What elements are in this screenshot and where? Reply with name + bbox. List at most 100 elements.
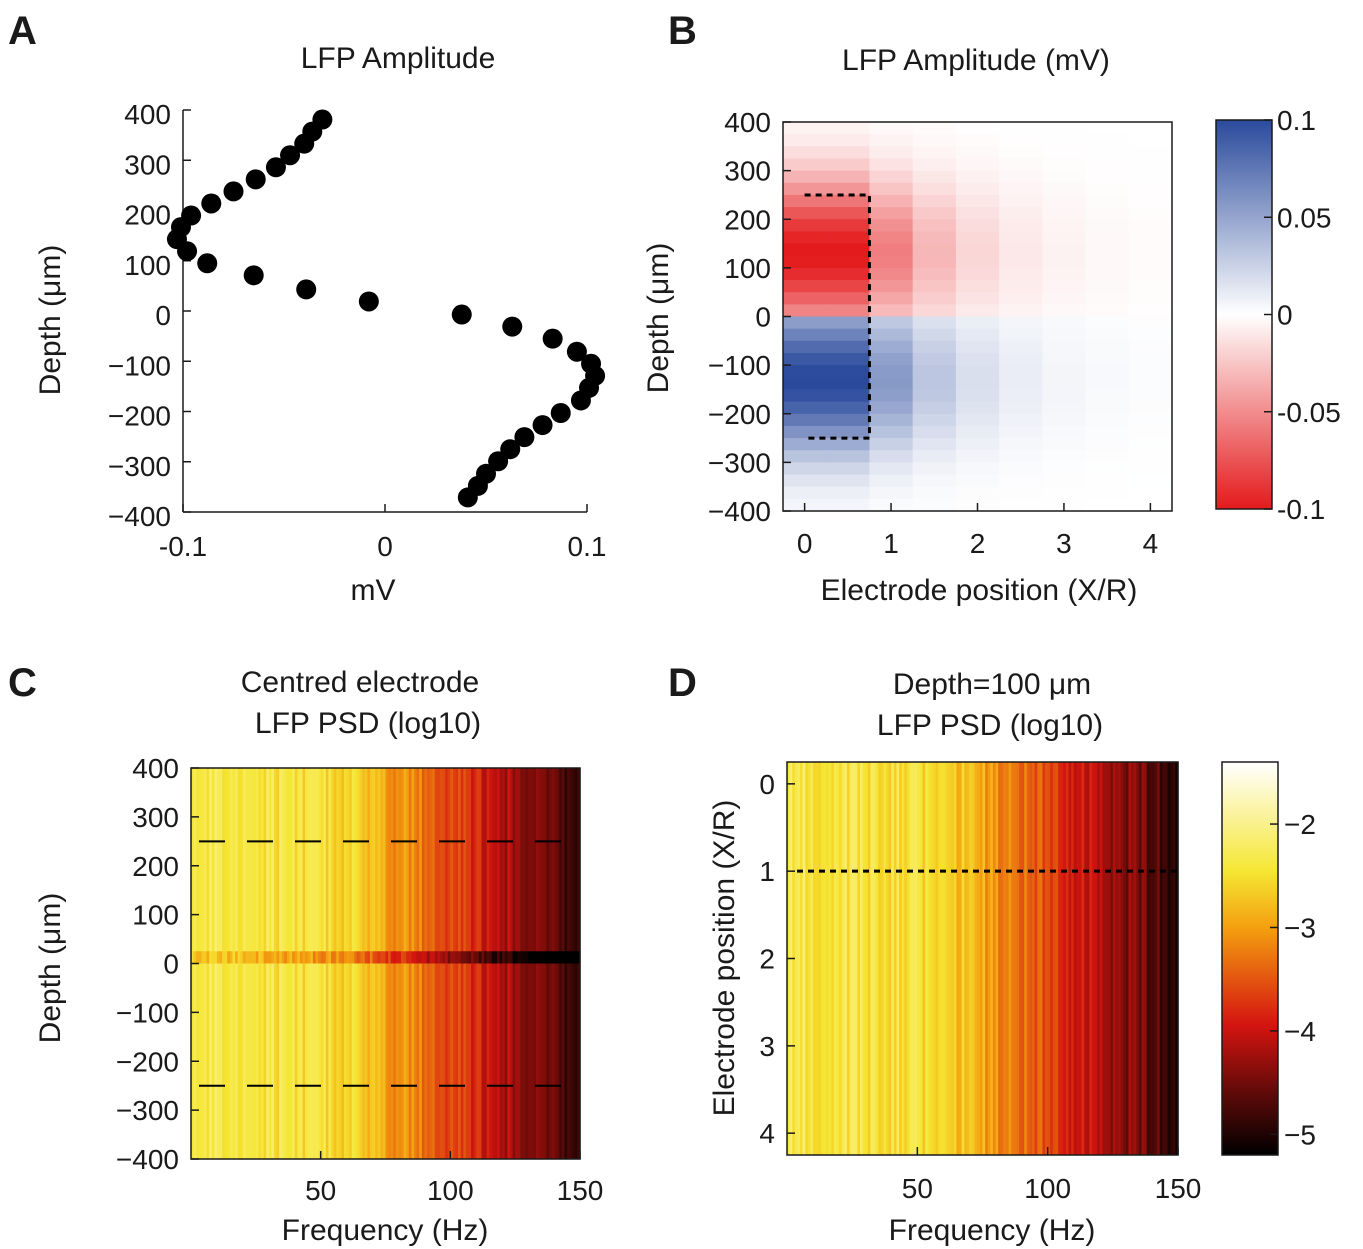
panel-b-heatmap-cell xyxy=(912,158,957,172)
panel-a-data-point xyxy=(550,403,571,424)
panel-d-heatmap-column xyxy=(820,762,825,1155)
panel-c-ytick-label: 100 xyxy=(132,900,179,931)
panel-b-heatmap-cell xyxy=(1128,340,1173,354)
panel-b-heatmap-cell xyxy=(869,401,914,415)
panel-d-heatmap-column xyxy=(985,762,989,1155)
panel-d-heatmap-column xyxy=(969,762,973,1155)
panel-b-heatmap-cell xyxy=(783,243,827,257)
panel-b-heatmap-cell xyxy=(826,316,870,330)
panel-c-heatmap-band xyxy=(263,951,267,964)
panel-a-ytick-label: 0 xyxy=(155,300,171,331)
panel-c-heatmap-band xyxy=(305,951,309,964)
panel-c-heatmap-band xyxy=(450,951,454,964)
panel-c-heatmap-band xyxy=(564,951,568,964)
panel-d-heatmap-column xyxy=(818,762,822,1155)
panel-b-heatmap-cell xyxy=(912,425,957,439)
panel-d-heatmap-column xyxy=(992,762,997,1155)
panel-a-xtick-label: 0 xyxy=(377,531,393,562)
panel-c-ytick-label: −200 xyxy=(116,1046,179,1077)
panel-c-xtick-label: 150 xyxy=(557,1175,604,1206)
panel-d-heatmap-column xyxy=(919,762,924,1155)
panel-c-heatmap-band xyxy=(245,951,249,964)
panel-d-heatmap-column xyxy=(1013,762,1017,1155)
panel-a-ytick-label: 300 xyxy=(124,149,171,180)
panel-label-b: B xyxy=(668,9,697,53)
panel-c-heatmap-band xyxy=(271,951,275,964)
panel-c-heatmap-band xyxy=(419,951,423,964)
panel-b-heatmap-cell xyxy=(999,158,1043,172)
panel-b-heatmap-cell xyxy=(869,280,914,293)
panel-b-heatmap-cell xyxy=(999,486,1043,500)
panel-d-heatmap-column xyxy=(867,762,872,1155)
panel-c-heatmap-band xyxy=(279,951,283,964)
panel-b-heatmap-cell xyxy=(912,219,957,232)
panel-c-heatmap-band xyxy=(211,951,215,964)
panel-c-heatmap-band xyxy=(429,951,433,964)
panel-b-heatmap-cell xyxy=(1085,243,1130,257)
panel-d-heatmap-column xyxy=(1021,762,1025,1155)
panel-c-heatmap-band xyxy=(556,951,560,964)
panel-b-heatmap-cell xyxy=(1042,243,1087,257)
panel-b-heatmap-cell xyxy=(1128,170,1173,184)
panel-b-heatmap-cell xyxy=(912,255,957,269)
panel-d-heatmap-column xyxy=(1076,762,1080,1155)
panel-b-heatmap-cell xyxy=(826,498,870,512)
panel-c-heatmap-band xyxy=(261,951,265,964)
panel-c-heatmap-band xyxy=(289,951,293,964)
panel-c-heatmap-band xyxy=(219,951,223,964)
panel-d-heatmap-column xyxy=(831,762,835,1155)
panel-b-heatmap-cell xyxy=(999,304,1043,317)
panel-d-heatmap-column xyxy=(906,762,911,1155)
panel-d-xtick-label: 150 xyxy=(1155,1173,1202,1204)
panel-b-heatmap-cell xyxy=(869,207,914,220)
panel-d-heatmap-column xyxy=(922,762,926,1155)
panel-c-xtick-label: 100 xyxy=(427,1175,474,1206)
panel-d-heatmap-column xyxy=(1011,762,1015,1155)
panel-b-heatmap-cell xyxy=(869,122,914,135)
panel-c-heatmap-band xyxy=(294,951,298,964)
panel-d-heatmap-column xyxy=(1151,762,1156,1155)
panel-b: LFP Amplitude (mV) 4003002001000−100−200… xyxy=(642,44,1341,607)
panel-b-heatmap-cell xyxy=(1128,219,1173,232)
panel-d-heatmap-column xyxy=(794,762,799,1155)
panel-b-heatmap-cell xyxy=(955,377,1000,390)
panel-d-heatmap-column xyxy=(938,762,942,1155)
panel-c-heatmap-band xyxy=(333,951,337,964)
panel-b-heatmap-cell xyxy=(1085,255,1130,269)
panel-d-heatmap-column xyxy=(865,762,869,1155)
panel-b-heatmap-cell xyxy=(1128,255,1173,269)
panel-d-heatmap-column xyxy=(1018,762,1023,1155)
panel-b-heatmap-cell xyxy=(999,438,1043,451)
panel-a-data-point xyxy=(294,133,315,154)
panel-b-heatmap-cell xyxy=(912,365,957,378)
panel-b-heatmap-cell xyxy=(1085,267,1130,281)
panel-c-heatmap-band xyxy=(530,951,534,964)
panel-d-heatmap-column xyxy=(1125,762,1130,1155)
panel-a-data-point xyxy=(223,181,244,202)
panel-b-heatmap-cell xyxy=(869,243,914,257)
panel-d-ytick-label: 4 xyxy=(759,1118,775,1149)
panel-b-heatmap-cell xyxy=(826,158,870,172)
panel-c-heatmap-band xyxy=(455,951,459,964)
panel-b-y-label: Depth (μm) xyxy=(642,243,675,394)
panel-d-colorbar-label: −3 xyxy=(1284,912,1316,943)
panel-a-x-label: mV xyxy=(351,574,396,607)
panel-d-heatmap-column xyxy=(1050,762,1054,1155)
panel-a: LFP Amplitude 400 300 200 100 0 −100 −200 −300 −… xyxy=(34,42,606,607)
panel-b-heatmap-cell xyxy=(955,207,1000,220)
panel-b-heatmap-cell xyxy=(1085,425,1130,439)
panel-b-heatmap-cell xyxy=(1042,292,1087,305)
panel-d-heatmap-column xyxy=(982,762,986,1155)
panel-b-ytick-label: −300 xyxy=(708,447,771,478)
panel-c-heatmap-band xyxy=(548,951,553,964)
panel-d-heatmap-column xyxy=(826,762,830,1155)
panel-d-heatmap-column xyxy=(1170,762,1174,1155)
panel-b-heatmap-cell xyxy=(955,219,1000,232)
panel-d-heatmap-column xyxy=(1005,762,1010,1155)
panel-b-heatmap-cell xyxy=(826,486,870,500)
panel-a-xtick-label: -0.1 xyxy=(159,531,207,562)
panel-c-heatmap-band xyxy=(328,951,332,964)
panel-b-heatmap-cell xyxy=(955,486,1000,500)
panel-d-heatmap-column xyxy=(1078,762,1083,1155)
panel-b-heatmap-cell xyxy=(1042,194,1087,208)
